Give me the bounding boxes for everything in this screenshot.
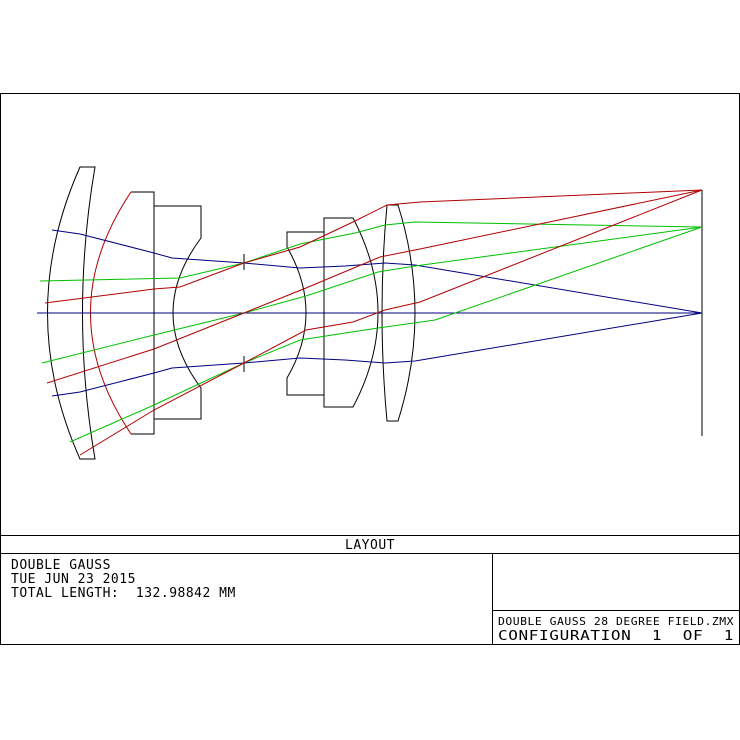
info-line-title: DOUBLE GAUSS — [11, 558, 111, 573]
info-line-total-length: TOTAL LENGTH: 132.98842 MM — [11, 586, 236, 601]
ray-field1-chief — [41, 226, 703, 364]
ray-field1-lower — [69, 226, 703, 443]
plot-title: LAYOUT — [345, 538, 395, 553]
ray-field2-chief — [46, 189, 703, 384]
ray-field1-upper — [39, 221, 703, 282]
ray-field2-upper — [44, 189, 703, 304]
frame — [0, 93, 740, 645]
info-line-date: TUE JUN 23 2015 — [11, 572, 136, 587]
file-name: DOUBLE GAUSS 28 DEGREE FIELD.ZMX — [498, 615, 734, 628]
lens-element-5 — [323, 217, 379, 408]
ray-axis-lower — [51, 312, 703, 397]
lens-element-1 — [47, 166, 96, 460]
ray-axis-upper — [51, 229, 703, 314]
ray-field2-lower — [79, 189, 703, 456]
rays — [37, 189, 703, 456]
lens-element-6 — [381, 204, 416, 422]
configuration-label: CONFIGURATION 1 OF 1 — [498, 629, 734, 644]
